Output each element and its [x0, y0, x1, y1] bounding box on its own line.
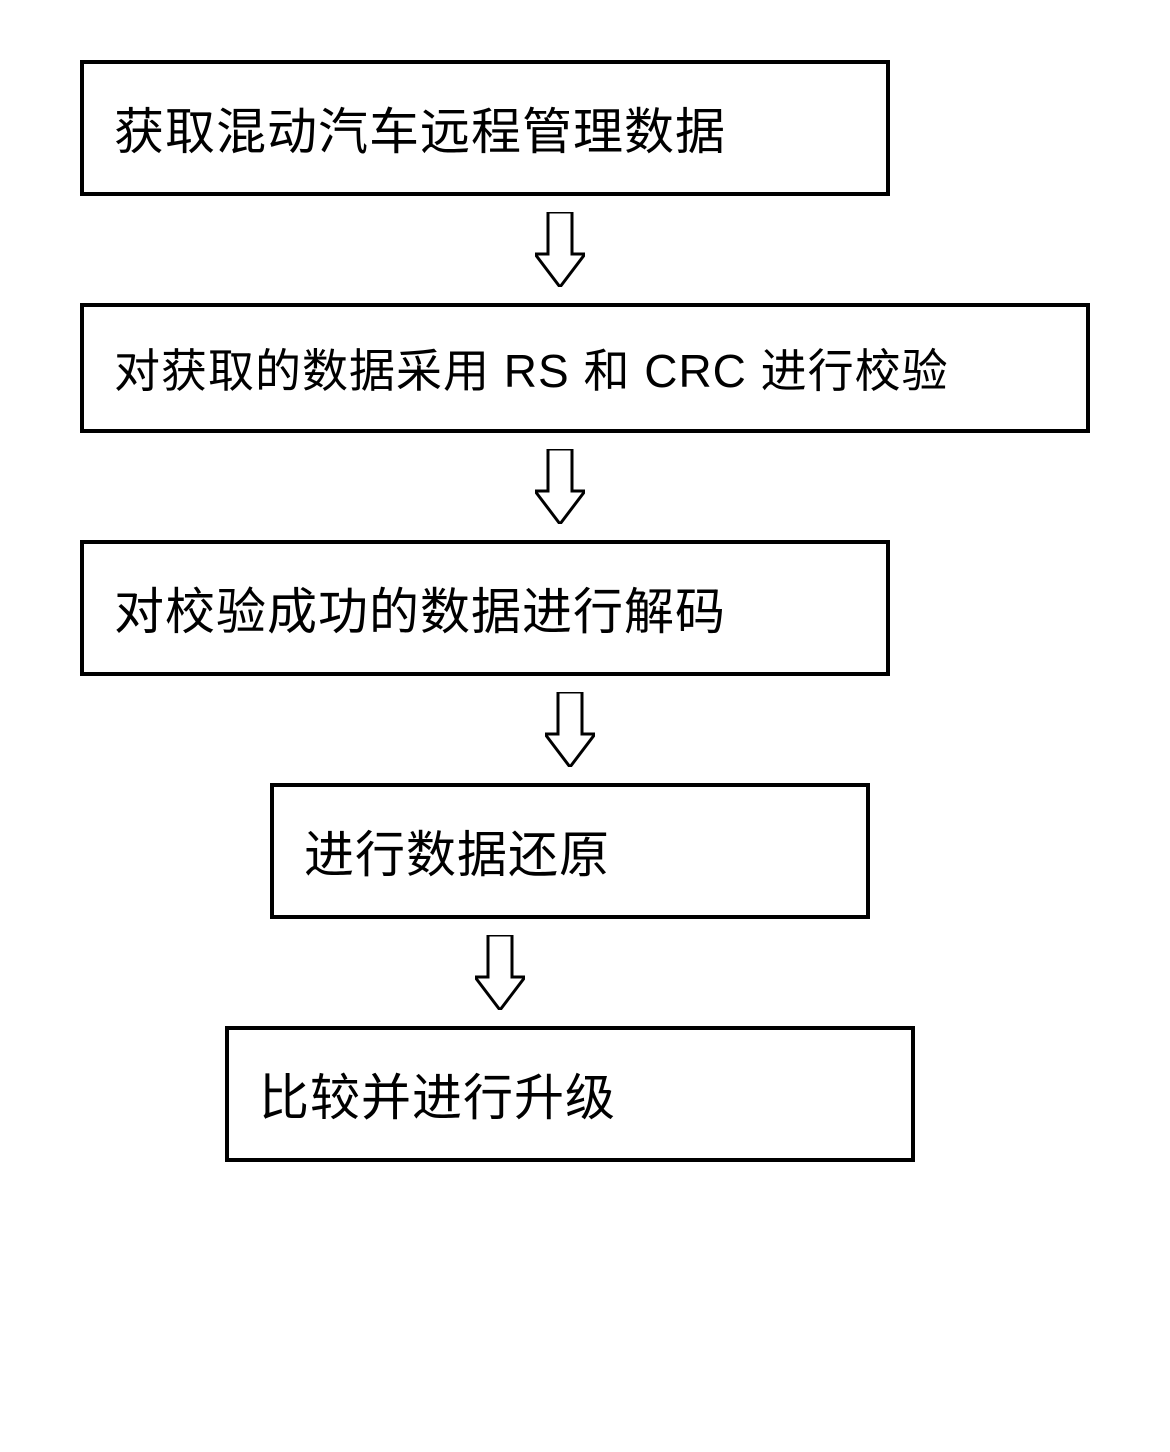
- down-arrow-icon: [475, 935, 525, 1010]
- flowchart-container: 获取混动汽车远程管理数据 对获取的数据采用 RS 和 CRC 进行校验 对校验成…: [80, 60, 1090, 1162]
- arrow-2: [80, 449, 1040, 524]
- arrow-4: [80, 935, 920, 1010]
- step-label: 对获取的数据采用 RS 和 CRC 进行校验: [114, 335, 949, 401]
- arrow-3: [80, 692, 1060, 767]
- down-arrow-icon: [545, 692, 595, 767]
- flowchart-step-5: 比较并进行升级: [225, 1026, 915, 1162]
- flowchart-step-2: 对获取的数据采用 RS 和 CRC 进行校验: [80, 303, 1090, 433]
- step-label: 获取混动汽车远程管理数据: [114, 92, 726, 164]
- arrow-1: [80, 212, 1040, 287]
- step-label: 进行数据还原: [304, 815, 610, 887]
- flowchart-step-3: 对校验成功的数据进行解码: [80, 540, 890, 676]
- down-arrow-icon: [535, 449, 585, 524]
- flowchart-step-4: 进行数据还原: [270, 783, 870, 919]
- down-arrow-icon: [535, 212, 585, 287]
- step-label: 比较并进行升级: [259, 1058, 616, 1130]
- flowchart-step-1: 获取混动汽车远程管理数据: [80, 60, 890, 196]
- step-label: 对校验成功的数据进行解码: [114, 572, 726, 644]
